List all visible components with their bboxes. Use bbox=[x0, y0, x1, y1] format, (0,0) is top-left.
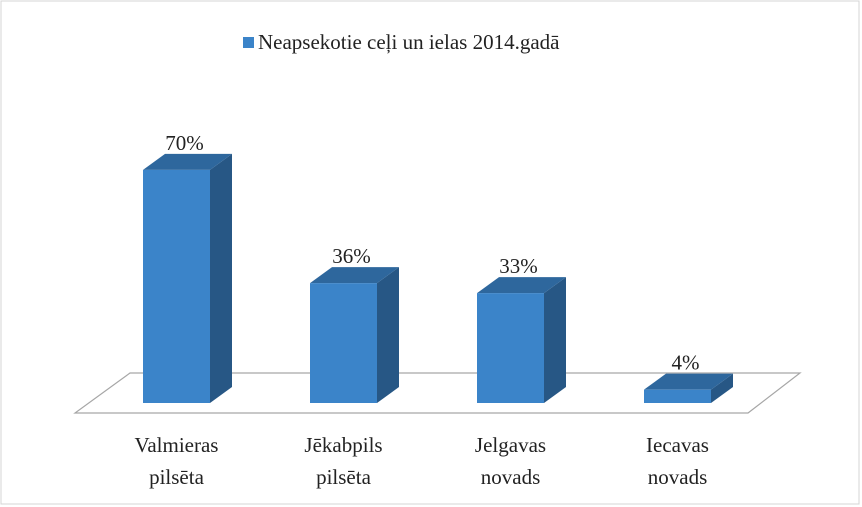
value-label: 33% bbox=[499, 254, 538, 278]
bar-front bbox=[143, 169, 210, 403]
x-tick-label-line: Jelgavas bbox=[475, 433, 546, 457]
x-tick-label-line: Iecavas bbox=[646, 433, 709, 457]
bar bbox=[477, 277, 566, 403]
bar-side bbox=[544, 277, 566, 403]
bar bbox=[644, 373, 733, 403]
legend-label: Neapsekotie ceļi un ielas 2014.gadā bbox=[258, 30, 560, 54]
bar-front bbox=[310, 283, 377, 403]
value-label: 70% bbox=[165, 131, 204, 155]
x-tick-label: Valmieras pilsēta bbox=[135, 433, 219, 489]
x-tick-label-line: Jēkabpils bbox=[304, 433, 382, 457]
bar bbox=[143, 153, 232, 403]
bar-front bbox=[644, 389, 711, 403]
bar-front bbox=[477, 293, 544, 403]
legend-swatch bbox=[243, 37, 254, 48]
x-tick-label-line: pilsēta bbox=[316, 465, 371, 489]
value-label: 4% bbox=[672, 351, 700, 375]
x-tick-label: Iecavas novads bbox=[646, 433, 709, 489]
x-tick-label-line: pilsēta bbox=[149, 465, 204, 489]
bar-top bbox=[310, 267, 399, 284]
bar-top bbox=[477, 277, 566, 294]
x-tick-label-line: Valmieras bbox=[135, 433, 219, 457]
floor bbox=[73, 372, 802, 414]
value-label: 36% bbox=[332, 244, 371, 268]
x-tick-label: Jelgavas novads bbox=[475, 433, 546, 489]
bar-side bbox=[210, 153, 232, 403]
x-tick-label-line: novads bbox=[648, 465, 708, 489]
x-tick-label: Jēkabpils pilsēta bbox=[304, 433, 382, 489]
bar-side bbox=[711, 373, 733, 403]
bar-top bbox=[644, 373, 733, 390]
bar-side bbox=[377, 267, 399, 403]
bar-top bbox=[143, 153, 232, 170]
x-tick-label-line: novads bbox=[481, 465, 541, 489]
bar bbox=[310, 267, 399, 403]
